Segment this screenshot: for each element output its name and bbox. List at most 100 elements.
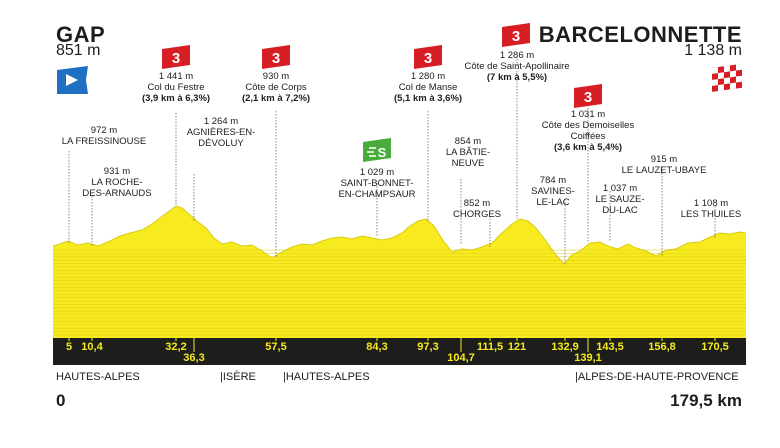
km-marker-label: 57,5 [265,341,286,353]
department-label: HAUTES-ALPES [56,371,140,383]
climb-category-badge-label: 3 [584,89,592,106]
place-label: LE LAUZET-UBAYE [622,165,707,176]
climb-category-badge-label: 3 [424,50,432,67]
finish-altitude: 1 138 m [684,42,742,59]
finish-flag-check [718,84,724,92]
climb-category-badge-label: 3 [272,50,280,67]
km-marker-label: 156,8 [648,341,676,353]
finish-flag-check [730,82,736,90]
place-label: 852 m [464,198,490,209]
sprint-badge-label: S [378,145,387,160]
climb-info-line: (7 km à 5,5%) [487,72,547,83]
profile-fill [53,206,746,338]
place-label: LES THUILES [681,209,742,220]
climb-category-badge: 3 [262,45,290,69]
place-label: SAVINES- [531,186,575,197]
sprint-info-line: SAINT-BONNET- [341,178,414,189]
climb-category-badge-shape [502,23,530,47]
km-bar [53,338,746,365]
climb-category-badge-shape [162,45,190,69]
place-label: LE-LAC [536,197,569,208]
km-marker-label: 111,5 [477,341,503,353]
sprint-info-line: EN-CHAMPSAUR [338,189,415,200]
climb-category-badge-shape [262,45,290,69]
km-marker-label: 36,3 [183,352,204,364]
climb-category-badge-shape [574,84,602,108]
finish-flag-check [712,67,718,74]
climb-info-line: (3,9 km à 6,3%) [142,93,210,104]
climb-category-badge: 3 [502,23,530,47]
km-marker-label: 84,3 [366,341,387,353]
climb-category-badge-label: 3 [512,28,520,45]
km-marker-label: 10,4 [81,341,103,353]
km-marker-label: 32,2 [165,341,186,353]
climb-category-badge-shape [414,45,442,69]
climb-info-line: Côte des Demoiselles [542,120,635,131]
place-label: 1 037 m [603,183,637,194]
total-distance: 179,5 km [670,391,742,410]
place-label: 1 264 m [204,116,238,127]
finish-flag-icon [712,63,742,92]
climb-info-line: Col du Festre [147,82,204,93]
climb-category-badge: 3 [574,84,602,108]
place-label: DU-LAC [602,205,638,216]
finish-flag-check [718,72,724,80]
finish-flag-check [736,63,742,71]
finish-flag-check [736,75,742,83]
climb-info-line: (5,1 km à 3,6%) [394,93,462,104]
place-label: 854 m [455,136,481,147]
place-label: AGNIÈRES-EN- [187,127,256,138]
climb-info-line: (3,6 km à 5,4%) [554,142,622,153]
climb-category-badge: 3 [162,45,190,69]
place-label: 931 m [104,166,130,177]
km-marker-label: 143,5 [596,341,624,353]
finish-flag-check [712,79,718,86]
climb-info-line: 1 286 m [500,50,534,61]
km-marker-label: 104,7 [447,352,475,364]
km-marker-label: 132,9 [551,341,579,353]
place-label: NEUVE [452,158,485,169]
km-marker-label: 121 [508,341,526,353]
finish-town-name: BARCELONNETTE [538,22,742,47]
start-town-name: GAP [56,22,106,47]
place-label: 1 108 m [694,198,728,209]
finish-flag-check [724,65,730,73]
place-label: LE SAUZE- [595,194,644,205]
place-label: DES-ARNAUDS [82,188,151,199]
department-label: |ISÈRE [220,371,256,383]
sprint-icon [367,147,376,157]
finish-flag-check [730,70,736,78]
climb-info-line: Col de Manse [399,82,458,93]
start-km-label: 0 [56,391,66,410]
profile-grid-lines [53,249,746,336]
climb-info-line: 1 280 m [411,71,445,82]
place-label: LA ROCHE- [91,177,142,188]
place-label: 784 m [540,175,566,186]
climb-category-badge-label: 3 [172,50,180,67]
climb-info-line: 1 441 m [159,71,193,82]
department-label: |HAUTES-ALPES [283,371,370,383]
km-marker-label: 170,5 [701,341,729,353]
climb-info-line: 1 031 m [571,109,605,120]
climb-category-badge: 3 [414,45,442,69]
climb-info-line: Coiffées [571,131,606,142]
place-label: LA FREISSINOUSE [62,136,146,147]
place-label: LA BÂTIE- [446,147,490,158]
start-arrow-icon [66,74,78,86]
place-label: CHORGES [453,209,501,220]
start-altitude: 851 m [56,42,101,59]
place-label: DÉVOLUY [198,138,244,149]
km-marker-label: 5 [66,341,72,353]
climb-info-line: Côte de Saint-Apollinaire [464,61,569,72]
sprint-info-line: 1 029 m [360,167,394,178]
sprint-badge: S [363,138,391,162]
place-label: 972 m [91,125,117,136]
climb-info-line: Côte de Corps [245,82,307,93]
climb-info-line: (2,1 km à 7,2%) [242,93,310,104]
profile-outline [52,205,747,265]
place-label: 915 m [651,154,677,165]
climb-info-line: 930 m [263,71,289,82]
finish-flag-check [724,77,730,85]
